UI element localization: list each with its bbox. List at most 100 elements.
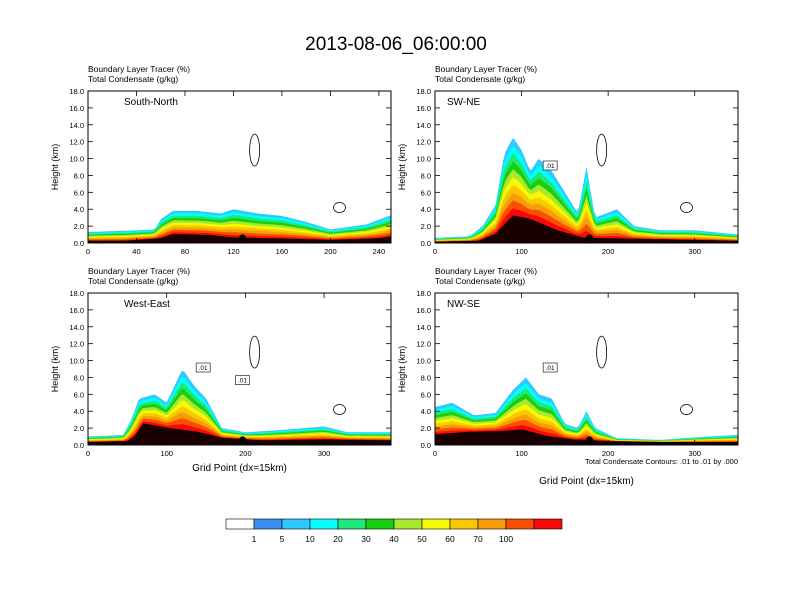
- y-tick-label: 10.0: [69, 155, 84, 164]
- colorbar-swatch: [421, 518, 451, 530]
- plot-area: .01: [435, 335, 738, 445]
- y-tick-label: 16.0: [416, 306, 431, 315]
- y-tick-label: 10.0: [416, 357, 431, 366]
- x-axis-label: Grid Point (dx=15km): [539, 476, 634, 487]
- colorbar-label: 1: [252, 534, 257, 544]
- y-tick-label: 0.0: [74, 239, 84, 248]
- y-tick-label: 16.0: [69, 306, 84, 315]
- y-tick-label: 4.0: [74, 205, 84, 214]
- colorbar: 1 5 10 20 30 40 50 60 70 100: [225, 518, 563, 544]
- contour-label-box: [542, 160, 558, 171]
- panel-subtitle-tracer: Boundary Layer Tracer (%): [435, 64, 537, 74]
- y-tick-label: 14.0: [416, 323, 431, 332]
- condensate-contour: [333, 404, 346, 415]
- x-tick-label: 0: [433, 449, 437, 458]
- contour-label: .01: [199, 365, 208, 372]
- y-tick-label: 12.0: [416, 340, 431, 349]
- y-axis-label: Height (km): [50, 144, 60, 191]
- y-tick-label: 8.0: [421, 171, 431, 180]
- panel-title: South-North: [124, 97, 178, 108]
- terrain: [435, 429, 738, 445]
- terrain: [435, 216, 738, 243]
- y-axis-label: Height (km): [50, 346, 60, 393]
- y-tick-label: 2.0: [421, 424, 431, 433]
- y-tick-label: 6.0: [74, 390, 84, 399]
- panel-west-east: .01 .01 0.0 2.0 4.0 6.0 8.0 10.0 12.0 14.0 16.0 18.…: [50, 266, 392, 474]
- condensate-contour: [596, 133, 608, 167]
- colorbar-label: 70: [473, 534, 483, 544]
- y-tick-label: 8.0: [74, 171, 84, 180]
- location-marker: [586, 234, 594, 242]
- panel-subtitle-condensate: Total Condensate (g/kg): [435, 276, 525, 286]
- y-tick-label: 4.0: [421, 205, 431, 214]
- x-tick-label: 300: [688, 449, 701, 458]
- y-tick-label: 18.0: [69, 87, 84, 96]
- x-tick-label: 200: [239, 449, 252, 458]
- colorbar-swatch: [393, 518, 423, 530]
- panel-title: NW-SE: [447, 299, 480, 310]
- x-tick-label: 0: [86, 247, 90, 256]
- contour-label-box: [235, 375, 250, 385]
- x-tick-label: 200: [602, 449, 615, 458]
- condensate-contour: [249, 133, 261, 167]
- contour-label-box: [195, 362, 211, 373]
- panel-title: West-East: [124, 299, 170, 310]
- contour-label: .01: [546, 163, 555, 170]
- y-axis-label: Height (km): [397, 144, 407, 191]
- plot-frame: [434, 292, 739, 446]
- figure-title: 2013-08-06_06:00:00: [305, 34, 487, 55]
- location-marker: [239, 436, 247, 444]
- contour-label: .01: [546, 365, 555, 372]
- x-tick-label: 120: [227, 247, 240, 256]
- colorbar-swatch: [309, 518, 339, 530]
- colorbar-swatch: [253, 518, 283, 530]
- x-tick-label: 100: [515, 449, 528, 458]
- colorbar-swatch: [533, 518, 563, 530]
- colorbar-label: 60: [445, 534, 455, 544]
- panel-sw-ne: .01 0.0 2.0 4.0 6.0 8.0 10.0 12.0 14.0 16.0 18.0 0 1…: [397, 64, 739, 256]
- condensate-contour: [249, 335, 261, 369]
- colorbar-label: 30: [361, 534, 371, 544]
- y-tick-label: 14.0: [69, 121, 84, 130]
- y-tick-label: 8.0: [421, 373, 431, 382]
- y-tick-label: 4.0: [74, 407, 84, 416]
- colorbar-swatch: [365, 518, 395, 530]
- y-tick-label: 10.0: [69, 357, 84, 366]
- panel-subtitle-condensate: Total Condensate (g/kg): [88, 276, 178, 286]
- plot-frame: [87, 90, 392, 244]
- y-tick-label: 18.0: [416, 289, 431, 298]
- panel-title: SW-NE: [447, 97, 480, 108]
- colorbar-label: 40: [389, 534, 399, 544]
- y-tick-label: 14.0: [69, 323, 84, 332]
- x-tick-label: 200: [602, 247, 615, 256]
- y-tick-label: 14.0: [416, 121, 431, 130]
- x-tick-label: 0: [86, 449, 90, 458]
- x-tick-label: 40: [132, 247, 140, 256]
- x-tick-label: 240: [373, 247, 386, 256]
- plot-frame: [434, 90, 739, 244]
- y-tick-label: 18.0: [416, 87, 431, 96]
- colorbar-label: 10: [305, 534, 315, 544]
- panel-subtitle-condensate: Total Condensate (g/kg): [435, 74, 525, 84]
- condensate-contour: [596, 335, 608, 369]
- plot-area: [88, 133, 391, 243]
- colorbar-swatch: [337, 518, 367, 530]
- colorbar-swatch: [281, 518, 311, 530]
- panel-subtitle-condensate: Total Condensate (g/kg): [88, 74, 178, 84]
- y-tick-label: 12.0: [69, 138, 84, 147]
- colorbar-label: 5: [280, 534, 285, 544]
- location-marker: [239, 234, 247, 242]
- y-axis-label: Height (km): [397, 346, 407, 393]
- y-tick-label: 0.0: [421, 239, 431, 248]
- colorbar-swatch: [505, 518, 535, 530]
- y-tick-label: 16.0: [69, 104, 84, 113]
- y-tick-label: 8.0: [74, 373, 84, 382]
- y-tick-label: 6.0: [421, 188, 431, 197]
- y-tick-label: 12.0: [69, 340, 84, 349]
- condensate-contour: [333, 202, 346, 213]
- plot-area: .01 .01: [88, 335, 391, 445]
- x-tick-label: 80: [181, 247, 189, 256]
- contour-label-box: [542, 362, 558, 373]
- x-axis-label: Grid Point (dx=15km): [192, 463, 287, 474]
